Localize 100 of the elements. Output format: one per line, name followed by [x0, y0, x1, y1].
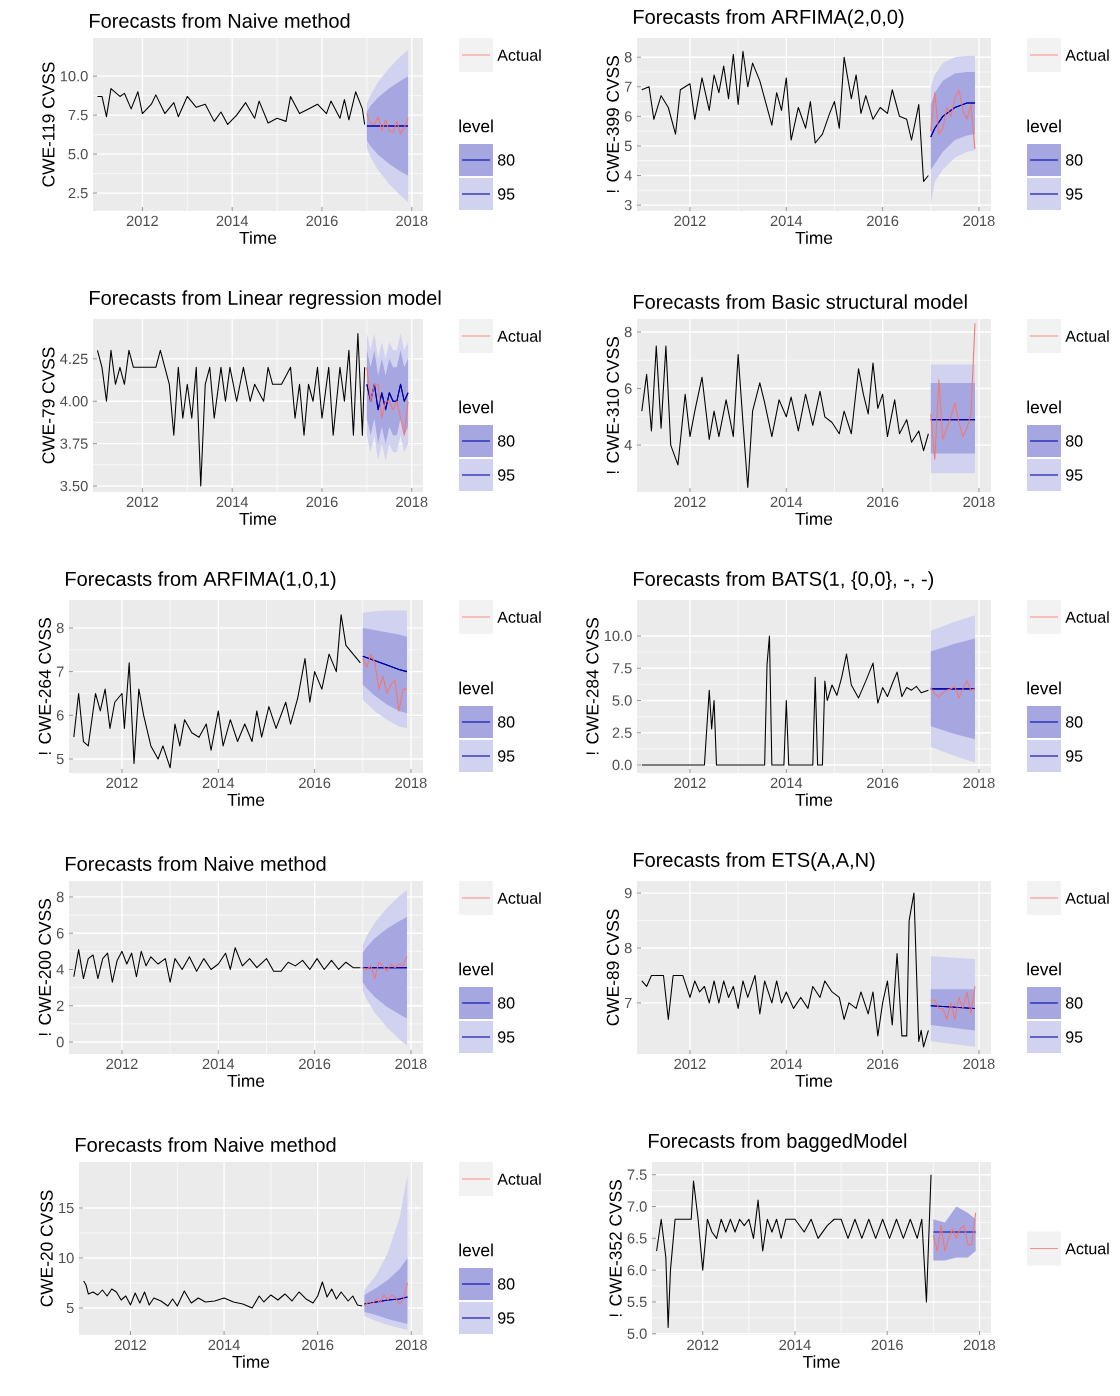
legend-label: Actual: [1065, 1242, 1109, 1255]
x-tick-label: 2018: [963, 496, 995, 508]
x-tick-label: 2012: [106, 777, 138, 789]
x-tick-label: 2016: [306, 215, 338, 227]
chart-title: Forecasts from ARFIMA(1,0,1): [66, 571, 336, 590]
legend-label: 80: [497, 1278, 515, 1290]
y-tick-label: 10: [59, 1252, 74, 1264]
y-tick-label: 5.0: [68, 148, 88, 160]
legend-label: Actual: [1065, 611, 1109, 623]
x-axis-title: Time: [239, 231, 277, 244]
y-tick-label: 7.5: [68, 110, 88, 121]
chart-title: Forecasts from baggedModel: [649, 1133, 907, 1152]
y-tick-label: 6: [56, 928, 64, 939]
x-tick-label: 2014: [770, 215, 803, 227]
legend-label: 95: [1066, 188, 1083, 200]
x-tick-label: 2016: [871, 1339, 903, 1351]
x-tick-label: 2012: [674, 215, 706, 227]
x-tick-label: 2018: [963, 1058, 995, 1070]
y-tick-label: 5.5: [627, 1296, 647, 1308]
y-tick-label: 3: [624, 199, 632, 211]
x-tick-label: 2014: [216, 496, 249, 508]
y-tick-label: 0: [56, 1036, 64, 1048]
y-tick-label: 4: [624, 440, 632, 451]
x-tick-label: 2016: [867, 496, 899, 508]
y-tick-label: 8: [624, 326, 632, 338]
y-axis-title: CWE-89 CVSS: [606, 909, 619, 1026]
y-tick-label: 5.0: [612, 695, 632, 706]
legend-label: 95: [498, 1031, 515, 1043]
chart-title: Forecasts from Naive method: [66, 856, 326, 871]
x-tick-label: 2016: [299, 777, 331, 789]
legend-title: level: [1027, 962, 1061, 976]
legend-title: level: [459, 681, 493, 695]
x-tick-label: 2012: [687, 1339, 719, 1351]
y-tick-label: 8: [624, 942, 632, 954]
legend-label: Actual: [497, 611, 541, 623]
y-tick-label: 5: [56, 753, 64, 765]
x-tick-label: 2018: [963, 777, 995, 789]
y-tick-label: 15: [59, 1202, 74, 1214]
y-tick-label: 8: [56, 622, 64, 634]
x-tick-label: 2018: [963, 215, 995, 227]
y-tick-label: 6.0: [627, 1264, 647, 1276]
chart-title: Forecasts from BATS(1, {0,0}, -, -): [634, 571, 934, 590]
y-tick-label: 3.75: [60, 438, 88, 449]
legend-title: level: [1027, 400, 1061, 414]
legend-label: 80: [1065, 154, 1083, 166]
y-tick-label: 8: [624, 52, 632, 63]
y-tick-label: 10.0: [60, 71, 88, 82]
y-axis-title: CWE-79 CVSS: [42, 347, 55, 464]
legend-label: Actual: [497, 892, 541, 904]
x-tick-label: 2016: [867, 777, 899, 789]
y-tick-label: 6: [624, 383, 632, 394]
x-tick-label: 2014: [202, 777, 235, 789]
legend-title: level: [459, 1243, 493, 1257]
x-axis-title: Time: [795, 793, 833, 806]
x-tick-label: 2018: [396, 496, 428, 508]
chart-title: Forecasts from Naive method: [90, 13, 350, 28]
chart-title: Forecasts from Basic structural model: [634, 294, 967, 309]
legend-label: Actual: [1065, 49, 1109, 61]
x-axis-title: Time: [227, 793, 265, 806]
x-tick-label: 2012: [106, 1058, 138, 1070]
y-tick-label: 7.0: [627, 1201, 647, 1212]
x-axis-title: Time: [239, 512, 277, 525]
y-tick-label: 0.0: [612, 759, 632, 771]
x-tick-label: 2014: [770, 777, 803, 789]
x-axis-title: Time: [227, 1074, 265, 1087]
y-axis-title: ! CWE-310 CVSS: [606, 337, 619, 474]
y-tick-label: 7: [56, 666, 64, 677]
chart-title: Forecasts from ETS(A,A,N): [634, 852, 875, 871]
y-tick-label: 8: [56, 891, 64, 903]
y-axis-title: ! CWE-352 CVSS: [609, 1180, 622, 1317]
legend-title: level: [1027, 681, 1061, 695]
y-axis-title: ! CWE-399 CVSS: [606, 56, 619, 193]
y-tick-label: 4: [624, 170, 632, 181]
x-tick-label: 2014: [779, 1339, 811, 1351]
x-axis-title: Time: [232, 1355, 270, 1368]
x-tick-label: 2014: [202, 1058, 235, 1070]
legend-label: Actual: [1065, 892, 1109, 904]
y-axis-title: CWE-20 CVSS: [40, 1190, 53, 1307]
legend-label: 95: [498, 750, 515, 762]
y-tick-label: 10.0: [604, 630, 632, 642]
x-tick-label: 2018: [395, 777, 427, 789]
y-tick-label: 4.25: [60, 353, 88, 365]
chart-title: Forecasts from ARFIMA(2,0,0): [634, 9, 904, 28]
legend-label: Actual: [1065, 330, 1109, 342]
chart-title: Forecasts from Linear regression model: [90, 290, 441, 309]
x-tick-label: 2016: [299, 1058, 331, 1070]
x-tick-label: 2018: [395, 1339, 427, 1351]
x-tick-label: 2016: [302, 1339, 334, 1351]
x-tick-label: 2012: [674, 777, 706, 789]
x-tick-label: 2014: [770, 1058, 803, 1070]
legend-label: Actual: [497, 330, 541, 342]
y-tick-label: 2.5: [68, 187, 88, 199]
legend-label: 95: [498, 1312, 515, 1324]
y-axis-title: ! CWE-264 CVSS: [38, 618, 51, 755]
y-axis-title: ! CWE-200 CVSS: [38, 899, 51, 1036]
y-tick-label: 5: [624, 140, 632, 152]
y-tick-label: 4: [56, 964, 64, 975]
legend-title: level: [459, 400, 493, 414]
x-tick-label: 2014: [216, 215, 249, 227]
y-tick-label: 5: [66, 1302, 74, 1314]
